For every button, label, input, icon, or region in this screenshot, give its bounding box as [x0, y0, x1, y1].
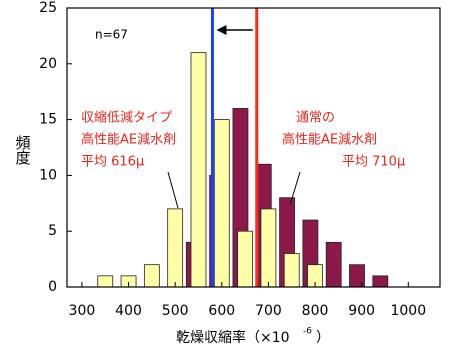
- annotation-line: 通常の: [296, 111, 335, 126]
- annotation-line: 平均 616μ: [81, 155, 144, 170]
- y-tick-label: 0: [48, 279, 57, 295]
- sample-size: n=67: [95, 28, 128, 42]
- bar: [97, 275, 114, 288]
- left-annotation: 収縮低減タイプ 高性能AE減水剤 平均 616μ: [81, 110, 176, 170]
- y-tick-label: 25: [39, 0, 57, 16]
- leader-line: [167, 171, 179, 209]
- right-annotation: 通常の 高性能AE減水剤 平均 710μ: [282, 111, 405, 170]
- x-tick-label: 300: [69, 303, 96, 319]
- y-tick-label: 10: [39, 167, 57, 183]
- plot-frame: [66, 7, 441, 288]
- y-axis-label: 頻度: [14, 135, 32, 165]
- x-tick-label: 400: [115, 303, 142, 319]
- arrow-head: [216, 25, 227, 35]
- bar: [167, 208, 184, 288]
- annotation-line: 高性能AE減水剤: [282, 132, 377, 148]
- bar: [143, 264, 160, 288]
- bar: [325, 241, 342, 288]
- annotation-line: 収縮低減タイプ: [81, 110, 172, 126]
- x-tick-label: 900: [348, 303, 375, 319]
- x-axis-label: 乾燥収縮率（×10 -6 ）: [176, 327, 330, 347]
- annotation-line: 平均 710μ: [342, 155, 405, 170]
- y-tick-label: 5: [48, 223, 57, 239]
- y-tick-label: 20: [39, 56, 57, 72]
- bar: [260, 208, 277, 288]
- bar: [213, 119, 230, 288]
- x-tick-label: 600: [208, 303, 235, 319]
- bar: [283, 253, 300, 288]
- bar: [349, 264, 365, 288]
- annotation-line: 高性能AE減水剤: [81, 132, 176, 148]
- bar: [372, 275, 389, 288]
- x-tick-label: 700: [255, 303, 282, 319]
- x-tick-label: 800: [302, 303, 329, 319]
- bar: [190, 52, 207, 288]
- bar: [237, 230, 254, 288]
- y-tick-label: 15: [39, 112, 57, 128]
- leader-line: [289, 171, 301, 206]
- x-axis-label-close: ）: [316, 330, 330, 346]
- x-axis-label-main: 乾燥収縮率（×10: [176, 329, 290, 346]
- x-axis-label-exponent: -6: [303, 327, 312, 337]
- x-tick-label: 1000: [390, 303, 426, 319]
- x-tick-label: 500: [162, 303, 189, 319]
